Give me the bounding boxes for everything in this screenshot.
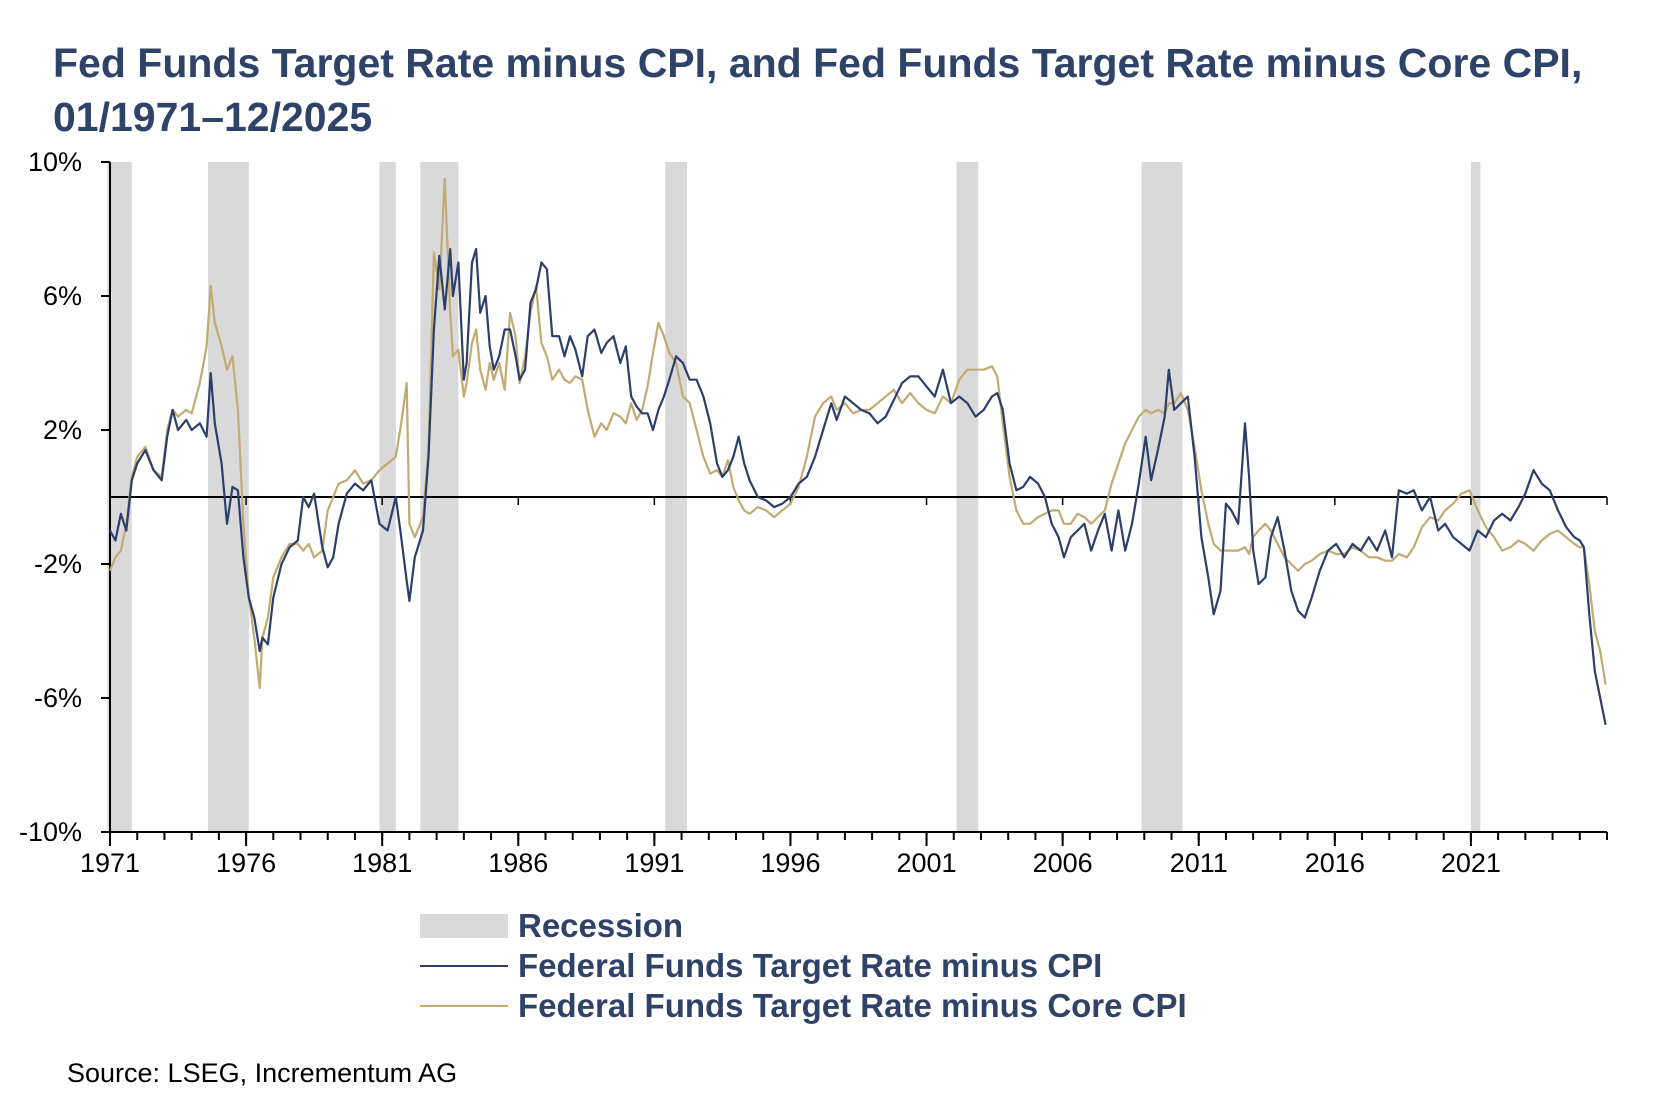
chart-title: Fed Funds Target Rate minus CPI, and Fed… [53, 40, 1583, 140]
legend-item-recession: Recession [420, 906, 1187, 946]
series-line-cpi [109, 248, 1607, 726]
x-tick-label: 2021 [1441, 848, 1501, 878]
legend-label-core-cpi: Federal Funds Target Rate minus Core CPI [518, 987, 1187, 1024]
y-tick-label: -6% [34, 683, 82, 713]
source-note: Source: LSEG, Incrementum AG [67, 1058, 458, 1088]
x-tick-label: 2006 [1033, 848, 1093, 878]
legend-swatch-recession [420, 914, 508, 938]
x-tick-label: 1971 [80, 848, 140, 878]
series-lines [108, 177, 1607, 726]
legend-swatch-cpi [420, 965, 508, 967]
axes [101, 161, 1608, 846]
y-tick-label: -10% [19, 817, 82, 847]
tick-labels: 10% 6% 2% -2% -6% -10%1971 1976 1981 1986 1991 199… [19, 147, 1501, 878]
y-tick-label: -2% [34, 549, 82, 579]
legend-swatch-core-cpi [420, 1005, 508, 1007]
y-tick-label: 2% [43, 415, 82, 445]
legend-label-cpi: Federal Funds Target Rate minus CPI [518, 947, 1103, 984]
x-tick-label: 1976 [216, 848, 276, 878]
legend-item-core-cpi: Federal Funds Target Rate minus Core CPI [420, 986, 1187, 1026]
x-tick-label: 2011 [1170, 848, 1228, 878]
x-tick-label: 1996 [760, 848, 820, 878]
legend-label-recession: Recession [518, 907, 684, 944]
x-tick-label: 1986 [488, 848, 548, 878]
x-tick-label: 1981 [352, 848, 412, 878]
y-tick-label: 10% [28, 147, 82, 177]
chart-canvas: 10% 6% 2% -2% -6% -10%1971 1976 1981 1986 1991 199… [19, 147, 1608, 878]
x-tick-label: 2001 [897, 848, 957, 878]
y-tick-label: 6% [43, 281, 82, 311]
x-tick-label: 1991 [624, 848, 684, 878]
legend-item-cpi: Federal Funds Target Rate minus CPI [420, 946, 1187, 986]
legend: Recession Federal Funds Target Rate minu… [420, 906, 1187, 1026]
x-tick-label: 2016 [1305, 848, 1365, 878]
series-line-core-cpi [108, 177, 1607, 690]
